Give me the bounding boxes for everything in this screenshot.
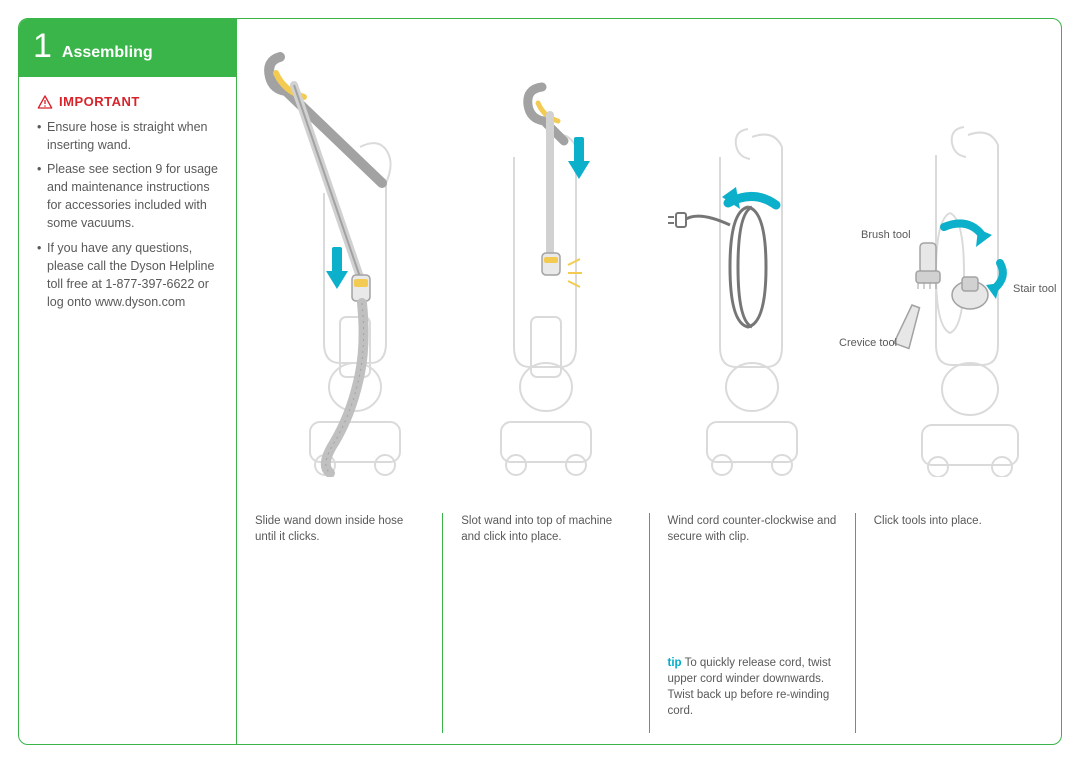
bullet-item: Ensure hose is straight when inserting w… xyxy=(37,118,222,154)
caption-step-4: Click tools into place. xyxy=(855,513,1061,733)
caption-row: Slide wand down inside hose until it cli… xyxy=(237,513,1061,733)
caption-text: Click tools into place. xyxy=(874,515,982,527)
illustration-step-1 xyxy=(237,19,443,489)
label-brush-tool: Brush tool xyxy=(861,229,911,242)
illustration-step-3 xyxy=(649,19,855,489)
illustration-step-2 xyxy=(443,19,649,489)
caption-step-1: Slide wand down inside hose until it cli… xyxy=(237,513,442,733)
main-content: Brush tool Stair tool Crevice tool Slide… xyxy=(237,19,1061,744)
caption-step-3: Wind cord counter-clockwise and secure w… xyxy=(649,513,855,733)
important-bullets: Ensure hose is straight when inserting w… xyxy=(37,118,222,311)
caption-text: Slide wand down inside hose until it cli… xyxy=(255,515,403,543)
vacuum-outline-icon xyxy=(240,27,440,477)
caption-text: Wind cord counter-clockwise and secure w… xyxy=(668,515,837,543)
caption-step-2: Slot wand into top of machine and click … xyxy=(442,513,648,733)
section-header: 1 Assembling xyxy=(19,19,236,77)
sidebar: 1 Assembling IMPORTANT Ensure hose is st… xyxy=(19,19,237,744)
vacuum-outline-icon xyxy=(652,27,852,477)
bullet-item: If you have any questions, please call t… xyxy=(37,239,222,312)
illustration-step-4: Brush tool Stair tool Crevice tool xyxy=(855,19,1061,489)
important-label: IMPORTANT xyxy=(59,93,140,112)
warning-triangle-icon xyxy=(37,94,53,110)
important-heading: IMPORTANT xyxy=(37,93,222,112)
section-number: 1 xyxy=(33,29,52,63)
section-title: Assembling xyxy=(62,45,153,65)
label-crevice-tool: Crevice tool xyxy=(839,337,897,350)
label-stair-tool: Stair tool xyxy=(1013,283,1056,296)
caption-text: Slot wand into top of machine and click … xyxy=(461,515,612,543)
bullet-item: Please see section 9 for usage and maint… xyxy=(37,160,222,233)
important-block: IMPORTANT Ensure hose is straight when i… xyxy=(19,77,236,329)
tip-block: tip To quickly release cord, twist upper… xyxy=(668,655,839,719)
vacuum-outline-icon xyxy=(858,27,1058,477)
vacuum-outline-icon xyxy=(446,27,646,477)
tip-text: To quickly release cord, twist upper cor… xyxy=(668,657,831,717)
tip-label: tip xyxy=(668,657,682,669)
page-frame: 1 Assembling IMPORTANT Ensure hose is st… xyxy=(18,18,1062,745)
illustration-row: Brush tool Stair tool Crevice tool xyxy=(237,19,1061,489)
